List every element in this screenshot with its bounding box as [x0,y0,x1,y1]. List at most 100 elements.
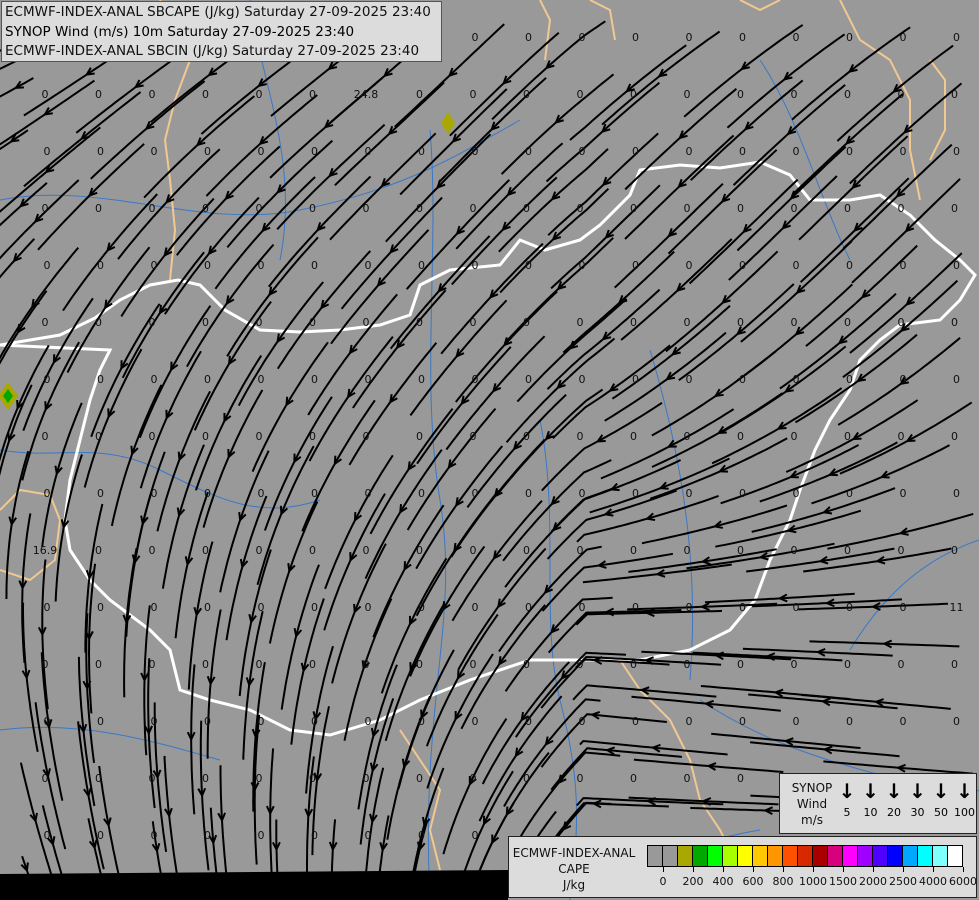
streamline-arrowhead [20,862,29,873]
sbcin-value: 0 [204,373,211,386]
sbcin-value: 0 [365,145,372,158]
streamline-arrowhead [54,465,63,476]
streamline-arrowhead [313,772,323,783]
sbcin-value: 0 [256,316,263,329]
sbcin-value: 0 [523,202,530,215]
cape-legend-label: ECMWF-INDEX-ANAL CAPE J/kg [511,845,637,893]
streamline-arrowhead [902,124,913,134]
sbcin-value: 0 [204,829,211,842]
streamline-arrowhead [853,222,863,232]
streamline-arrowhead [556,379,566,390]
sbcin-value: 0 [258,259,265,272]
sbcin-value: 0 [630,316,637,329]
streamline-arrowhead [550,191,561,201]
streamline-arrowhead [186,731,196,742]
streamline-arrowhead [795,284,806,295]
sbcin-value: 0 [418,145,425,158]
streamline-arrowhead [250,781,260,792]
sbcin-value: 0 [256,430,263,443]
sbcin-value: 0 [470,88,477,101]
streamline-arrowhead [595,434,606,443]
streamline-arrowhead [456,669,466,681]
sbcin-value: 0 [900,601,907,614]
streamline-arrowhead [387,125,398,136]
sbcin-value: 0 [737,430,744,443]
streamline-arrowhead [882,639,893,649]
regional-border-line [539,0,552,61]
streamline-arrowhead [603,508,614,517]
streamline-arrowhead [827,468,838,477]
sbcin-value: 0 [684,202,691,215]
sbcin-value: 0 [309,202,316,215]
cape-tick-label: 0 [659,875,667,888]
sbcin-value: 0 [97,487,104,500]
sbcin-value: 0 [149,88,156,101]
streamline-arrowhead [248,613,257,625]
sbcin-value: 0 [525,373,532,386]
sbcin-value: 0 [472,487,479,500]
cape-tick-label: 6000 [949,875,977,888]
streamline-arrowhead [353,603,362,615]
sbcin-value: 0 [470,772,477,785]
streamline-arrowhead [43,719,53,730]
streamline [0,238,36,279]
sbcin-value: 0 [151,715,158,728]
streamline-arrowhead [905,433,916,443]
sbcin-value: 0 [898,202,905,215]
streamline-arrowhead [701,797,712,806]
streamline-arrowhead [454,710,463,722]
cape-tick [963,867,964,872]
streamline-arrowhead [717,464,729,473]
sbcin-value: 0 [416,88,423,101]
cape-tick-label: 4000 [919,875,947,888]
sbcin-value: 0 [418,715,425,728]
sbcin-value: 0 [951,658,958,671]
streamline-arrowhead [870,602,881,611]
sbcin-value: 0 [256,202,263,215]
sbcin-value: 0 [523,430,530,443]
sbcin-value: 0 [684,430,691,443]
sbcin-value: 0 [44,487,51,500]
sbcin-value: 0 [844,544,851,557]
sbcin-value: 0 [793,715,800,728]
streamline-arrowhead [483,815,491,826]
cape-color-swatch [948,846,962,866]
streamline-arrowhead [544,430,555,441]
sbcin-value: 0 [739,373,746,386]
sbcin-value: 0 [791,202,798,215]
streamline-arrowhead [875,555,886,565]
sbcin-value: 0 [256,544,263,557]
sbcin-value: 0 [791,430,798,443]
sbcin-value: 0 [418,259,425,272]
sbcin-value: 0 [365,601,372,614]
streamline-arrowhead [206,675,216,687]
streamline-arrowhead [37,626,47,637]
streamline-arrowhead [783,737,794,746]
sbcin-value: 0 [632,601,639,614]
wind-legend-label: SYNOP Wind m/s [784,780,840,828]
streamline-arrowhead [455,348,465,359]
streamline-arrowhead [899,376,909,386]
streamline-arrowhead [225,295,235,306]
streamline-arrowhead [491,834,500,845]
wind-legend-item: ↓ 30 [907,780,929,819]
streamline-arrowhead [895,763,906,773]
streamline-arrowhead [742,223,752,234]
streamline-arrowhead [879,470,890,479]
streamline-arrowhead [369,813,378,824]
sbcin-value: 0 [523,316,530,329]
sbcin-value: 0 [579,145,586,158]
down-arrow-icon: ↓ [862,779,879,803]
sbcin-value: 0 [258,715,265,728]
streamline-arrowhead [644,608,655,618]
streamline-arrowhead [184,556,194,567]
sbcin-value: 0 [900,145,907,158]
regional-borders [0,0,946,871]
sbcin-value: 0 [525,145,532,158]
map-bottom-edge [0,870,508,900]
streamline-arrowhead [261,222,271,233]
cape-color-swatch [903,846,918,866]
streamline [0,126,101,213]
streamline-arrowhead [207,67,218,77]
